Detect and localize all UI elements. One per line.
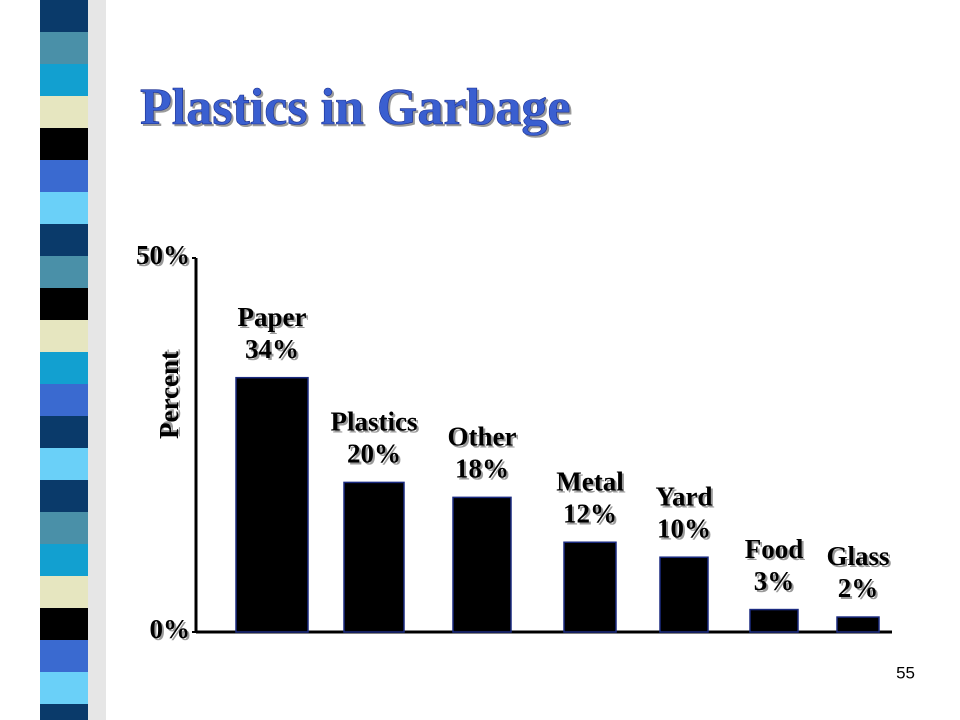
strip-block	[40, 64, 88, 96]
strip-block	[40, 160, 88, 192]
bar	[563, 541, 617, 633]
chart-title: Plastics in Garbage	[140, 79, 570, 136]
strip-block	[40, 448, 88, 480]
strip-block	[40, 672, 88, 704]
strip-block	[40, 352, 88, 384]
bar	[235, 376, 309, 633]
strip-block	[40, 704, 88, 720]
bar	[749, 608, 799, 633]
strip-block	[40, 416, 88, 448]
category-label: Food	[745, 534, 804, 564]
strip-block	[40, 128, 88, 160]
bar	[836, 616, 880, 633]
bar	[452, 496, 512, 633]
strip-block	[40, 640, 88, 672]
strip-block	[40, 320, 88, 352]
decorative-strip	[40, 0, 88, 720]
y-tick-label: 0%	[150, 614, 191, 644]
y-tick-label: 50%	[136, 240, 190, 270]
bar	[659, 556, 709, 633]
category-label: Yard	[655, 481, 712, 511]
category-label: Glass	[826, 541, 889, 571]
strip-block	[40, 480, 88, 512]
category-label: Metal	[556, 466, 624, 496]
slide-number: 55	[896, 663, 915, 682]
value-label: 12%	[563, 498, 617, 528]
strip-block	[40, 256, 88, 288]
value-label: 10%	[657, 513, 711, 543]
value-label: 2%	[838, 573, 879, 603]
value-label: 34%	[245, 334, 299, 364]
value-label: 18%	[455, 454, 509, 484]
strip-block	[40, 384, 88, 416]
y-axis-label: Percent	[154, 351, 184, 439]
value-label: 3%	[754, 566, 795, 596]
strip-block	[40, 96, 88, 128]
strip-block	[40, 288, 88, 320]
strip-block	[40, 32, 88, 64]
strip-block	[40, 0, 88, 32]
strip-block	[40, 576, 88, 608]
category-label: Plastics	[331, 407, 418, 437]
strip-block	[40, 192, 88, 224]
strip-block	[40, 224, 88, 256]
strip-block	[40, 512, 88, 544]
strip-block	[40, 608, 88, 640]
strip-shadow	[88, 0, 106, 720]
strip-block	[40, 544, 88, 576]
category-label: Other	[448, 422, 517, 452]
value-label: 20%	[347, 439, 401, 469]
bar	[343, 481, 405, 633]
category-label: Paper	[238, 302, 307, 332]
